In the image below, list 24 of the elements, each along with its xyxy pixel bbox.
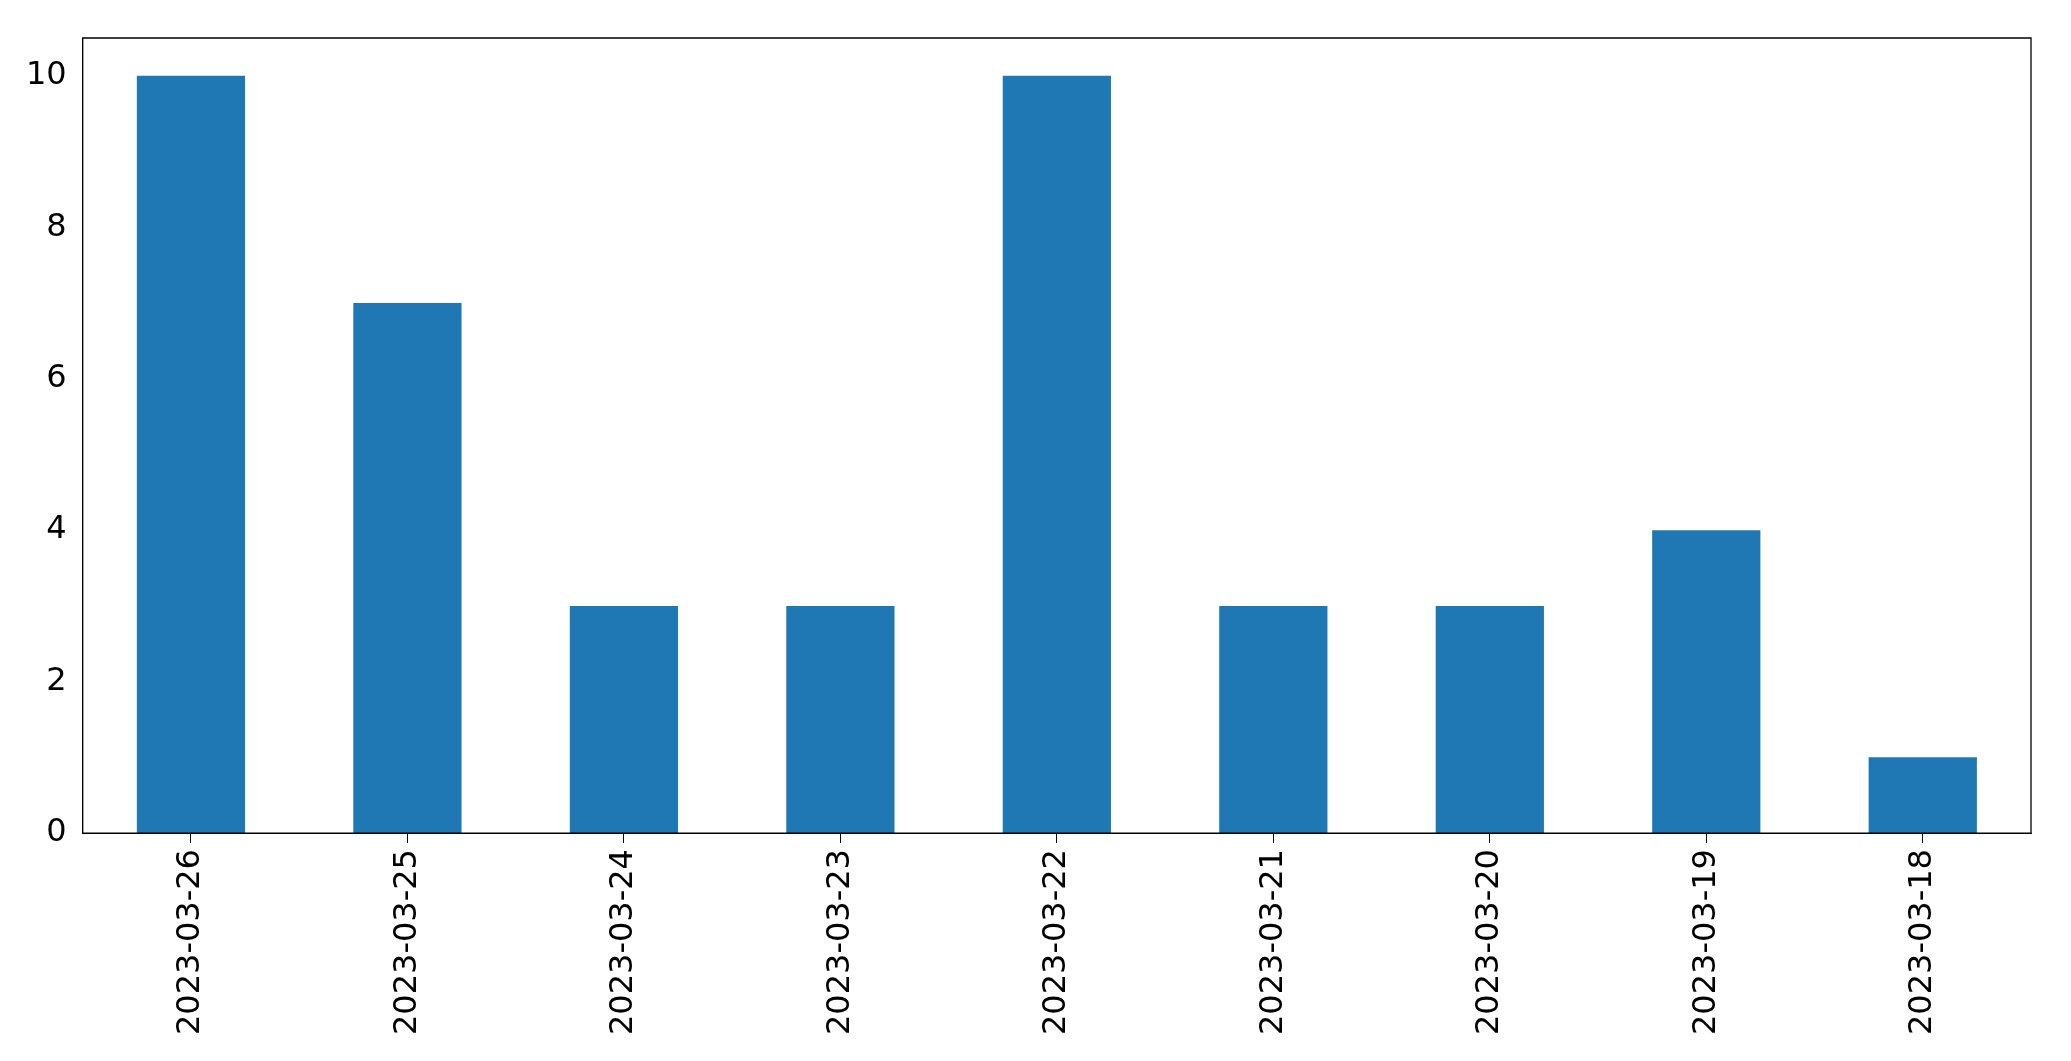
y-tick-label: 0 — [46, 811, 67, 850]
x-tick-label: 2023-03-26 — [169, 849, 208, 1035]
bar — [1435, 605, 1544, 834]
y-tick-label: 8 — [46, 205, 67, 244]
x-tick-label: 2023-03-22 — [1035, 849, 1074, 1035]
bar — [136, 75, 246, 834]
bar — [1002, 75, 1111, 834]
x-tick-label: 2023-03-24 — [602, 849, 641, 1035]
bar — [1219, 605, 1328, 834]
x-tick-label: 2023-03-21 — [1251, 849, 1290, 1035]
y-tick-label: 4 — [46, 508, 67, 547]
bar — [569, 605, 679, 834]
x-tick-label: 2023-03-23 — [818, 849, 857, 1035]
bar — [1868, 757, 1977, 834]
y-tick-label: 6 — [46, 357, 67, 396]
y-tick-label: 10 — [26, 54, 67, 93]
bar — [1652, 530, 1761, 834]
x-tick-label: 2023-03-20 — [1468, 849, 1507, 1035]
bar — [786, 605, 895, 834]
x-tick-label: 2023-03-25 — [385, 849, 424, 1035]
x-tick-label: 2023-03-19 — [1684, 849, 1723, 1035]
y-tick-label: 2 — [46, 659, 67, 698]
bar — [353, 303, 462, 834]
x-tick-label: 2023-03-18 — [1901, 849, 1940, 1035]
